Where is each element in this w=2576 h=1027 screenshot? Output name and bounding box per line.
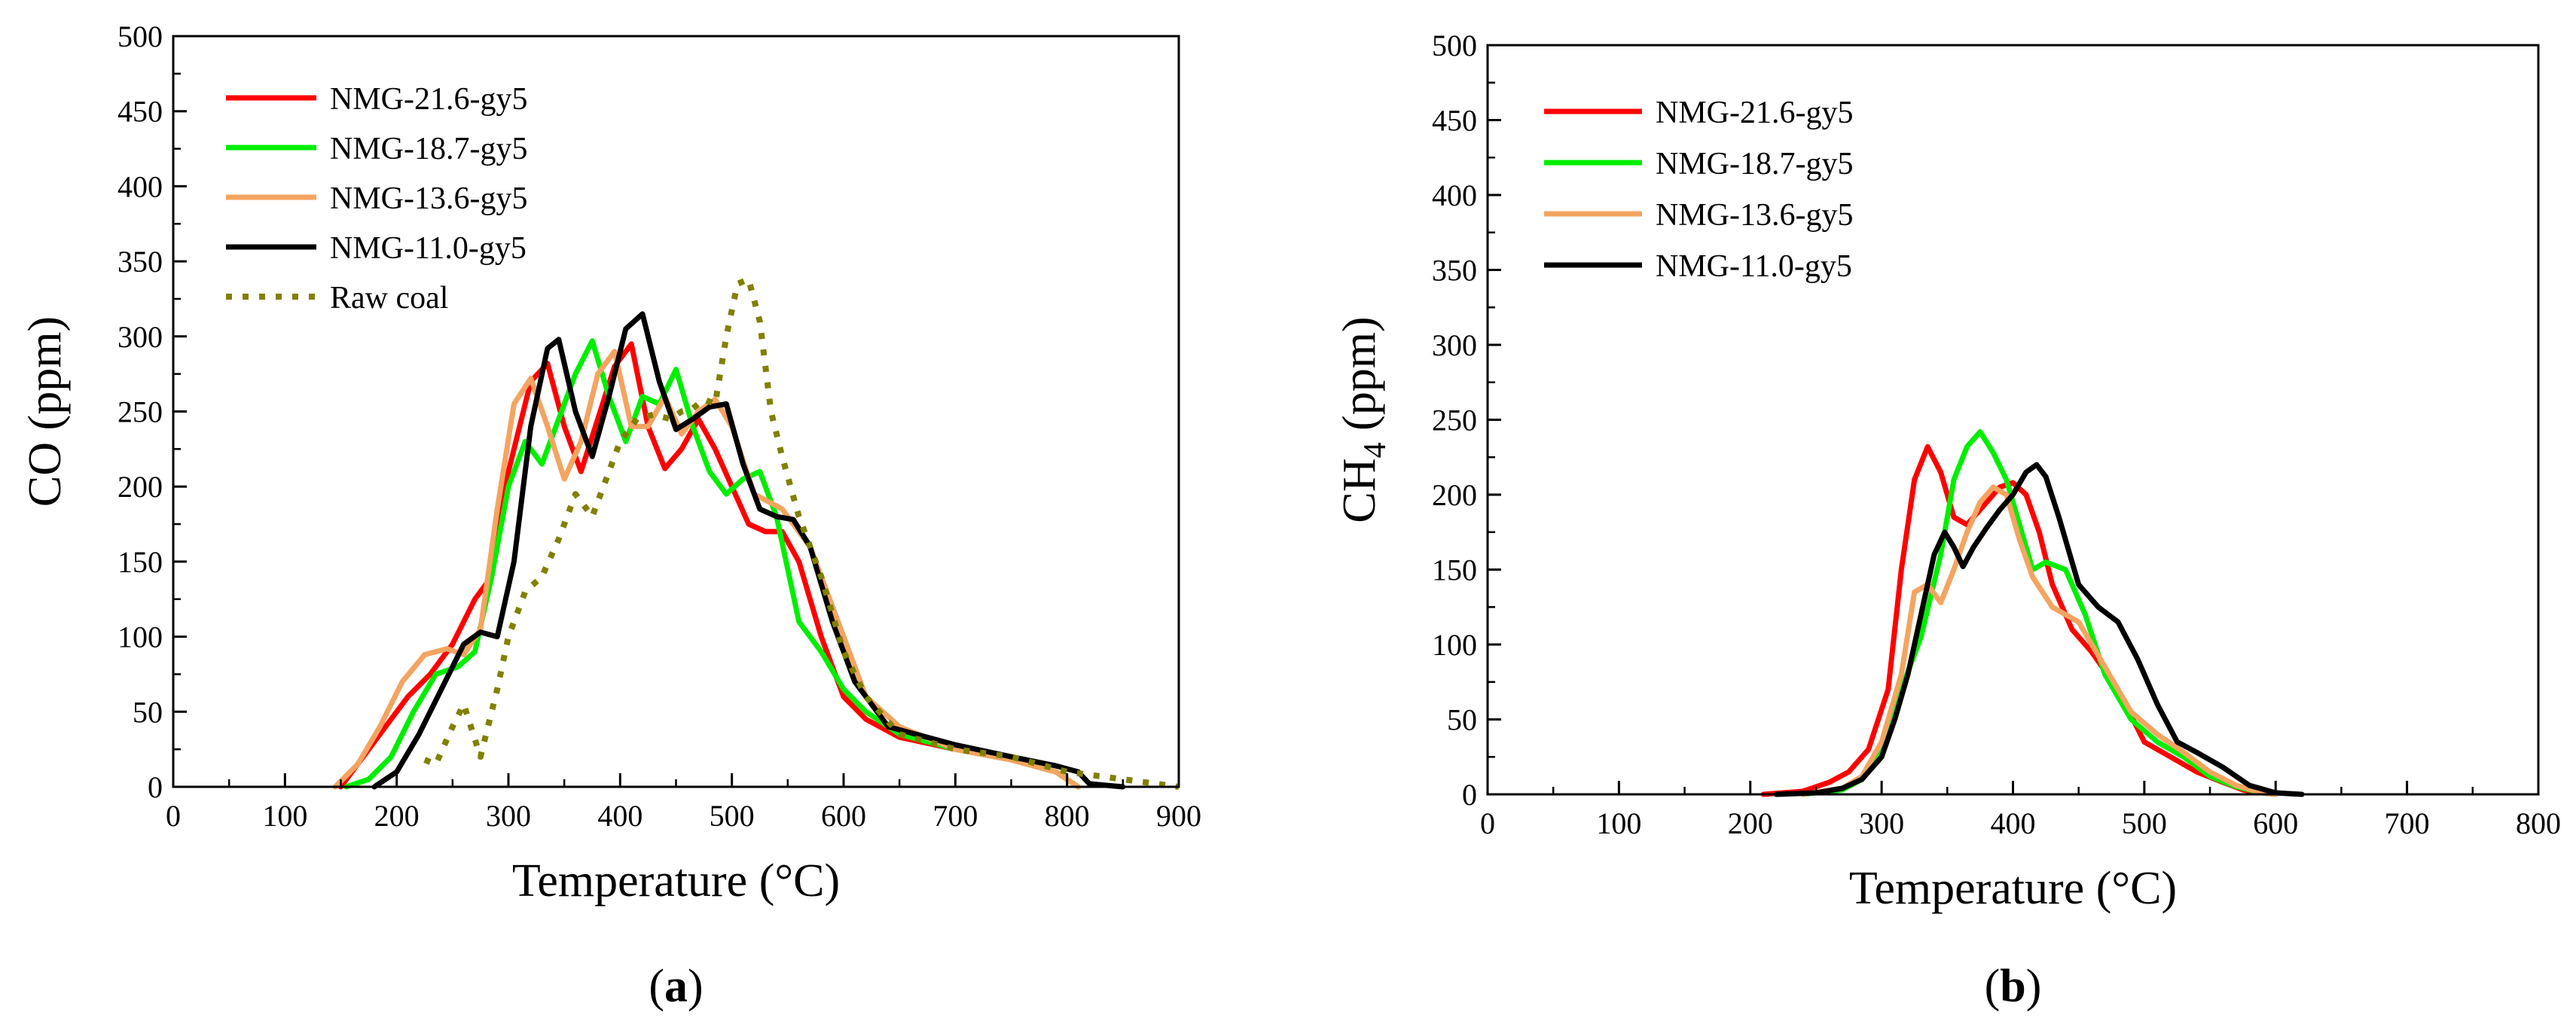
series-line-nmg-11-0-gy5 — [371, 311, 1126, 790]
y-tick-label: 50 — [1447, 703, 1477, 737]
y-tick-label: 0 — [148, 770, 163, 804]
x-tick-label: 400 — [597, 799, 642, 833]
series-line-nmg-21-6-gy5 — [338, 341, 1081, 790]
x-tick-label: 400 — [1991, 806, 2036, 840]
y-tick-label: 0 — [1462, 778, 1477, 812]
panel-label: (b) — [1985, 961, 2042, 1012]
series-line-nmg-13-6-gy5 — [1800, 484, 2278, 797]
x-tick-label: 200 — [374, 799, 420, 833]
y-tick-label: 200 — [118, 470, 163, 504]
y-tick-label: 350 — [118, 245, 163, 279]
chart-panel-b: 0 100 200 300 400 500 600 700 800 0 50 100 150 200 250… — [1334, 29, 2561, 1012]
x-tick-label: 100 — [1596, 806, 1641, 840]
x-tick-label: 200 — [1728, 806, 1773, 840]
x-tick-label: 900 — [1156, 799, 1201, 833]
legend-label: NMG-21.6-gy5 — [1656, 96, 1853, 130]
chart-panel-a: 0 100 200 300 400 500 600 700 800 900 0 50 100 150 200… — [20, 20, 1201, 1012]
y-tick-label: 150 — [1432, 553, 1477, 587]
y-tick-label: 350 — [1432, 254, 1477, 288]
y-tick-label: 500 — [1432, 29, 1477, 62]
y-tick-label: 100 — [1432, 628, 1477, 662]
x-tick-label: 300 — [486, 799, 531, 833]
legend-label: Raw coal — [330, 281, 448, 315]
x-tick-label: 300 — [1859, 806, 1904, 840]
x-tick-label: 800 — [1045, 799, 1090, 833]
series-line-nmg-11-0-gy5 — [1774, 462, 2305, 797]
y-axis-label: CH4 (ppm) — [1334, 316, 1393, 523]
legend-label: NMG-11.0-gy5 — [1656, 249, 1852, 284]
y-tick-label: 200 — [1432, 478, 1477, 512]
x-tick-label: 0 — [1480, 806, 1495, 840]
y-tick-label: 250 — [1432, 404, 1477, 437]
x-tick-label: 500 — [2122, 806, 2167, 840]
legend-label: NMG-11.0-gy5 — [330, 231, 526, 266]
x-tick-label: 700 — [932, 799, 978, 833]
y-tick-label: 150 — [118, 545, 163, 579]
y-tick-label: 450 — [118, 95, 163, 129]
y-tick-label: 400 — [118, 169, 163, 203]
x-axis-label: Temperature (°C) — [512, 855, 840, 907]
legend-label: NMG-18.7-gy5 — [330, 132, 527, 166]
x-tick-label: 0 — [166, 799, 181, 833]
panel-label: (a) — [649, 961, 703, 1012]
y-tick-label: 450 — [1432, 104, 1477, 138]
y-tick-label: 250 — [118, 395, 163, 429]
x-tick-label: 800 — [2516, 806, 2561, 840]
x-axis-label: Temperature (°C) — [1849, 863, 2177, 914]
series-line-nmg-13-6-gy5 — [332, 349, 1081, 790]
x-tick-label: 500 — [710, 799, 755, 833]
y-tick-label: 400 — [1432, 178, 1477, 212]
legend-label: NMG-21.6-gy5 — [330, 82, 527, 117]
y-tick-label: 500 — [118, 20, 163, 53]
plot-frame — [1486, 44, 2540, 796]
series-line-nmg-18-7-gy5 — [343, 338, 1081, 790]
series-line-nmg-21-6-gy5 — [1760, 443, 2278, 797]
y-axis-label: CO (ppm) — [20, 316, 71, 507]
x-tick-label: 700 — [2385, 806, 2430, 840]
legend-label: NMG-13.6-gy5 — [330, 181, 527, 216]
x-tick-label: 600 — [821, 799, 866, 833]
y-tick-label: 100 — [118, 620, 163, 654]
legend-label: NMG-13.6-gy5 — [1656, 198, 1853, 233]
y-tick-label: 300 — [118, 320, 163, 354]
y-tick-label: 50 — [133, 695, 163, 729]
y-tick-label: 300 — [1432, 328, 1477, 362]
x-tick-label: 600 — [2253, 806, 2298, 840]
x-tick-label: 100 — [262, 799, 307, 833]
plot-frame — [172, 35, 1180, 788]
legend-label: NMG-18.7-gy5 — [1656, 147, 1853, 181]
